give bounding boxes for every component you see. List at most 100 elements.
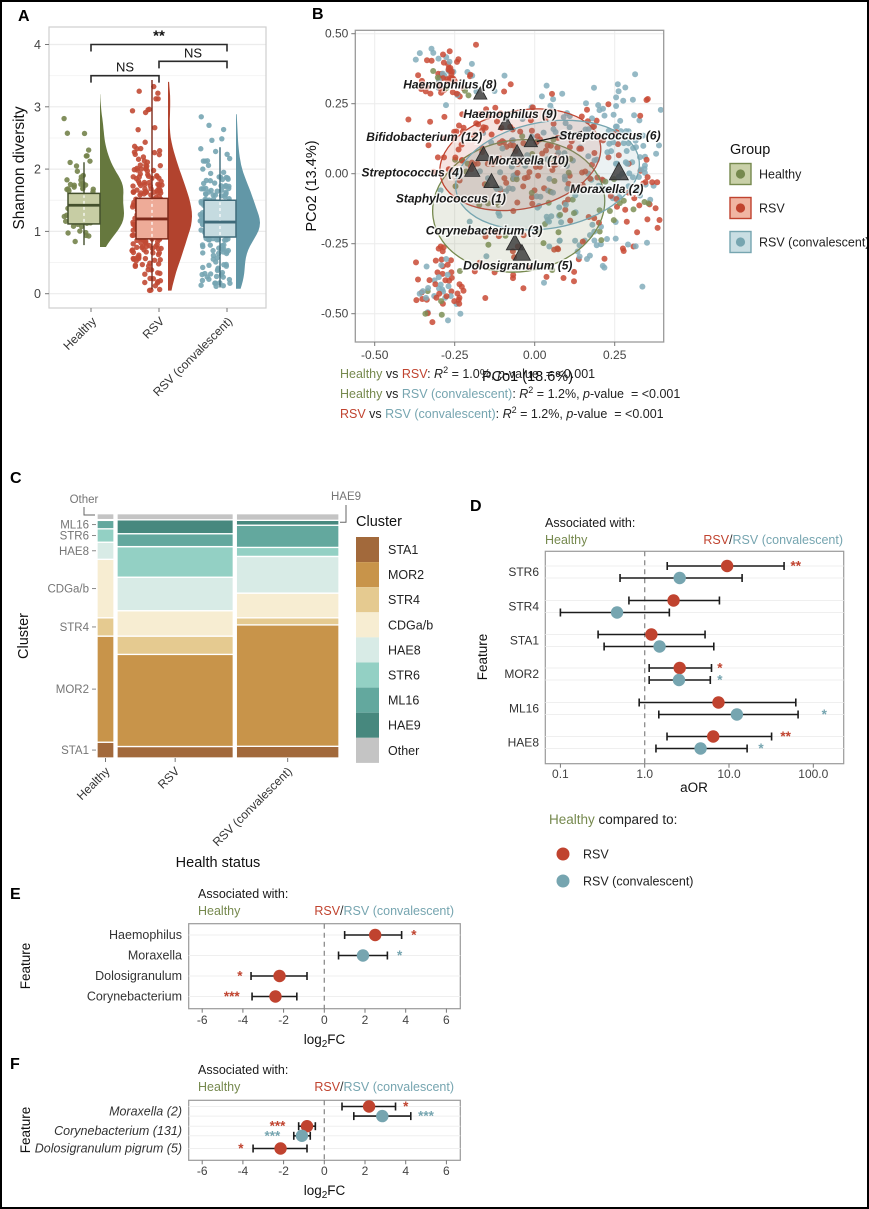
x-axis-title: aOR bbox=[680, 780, 708, 795]
data-point bbox=[443, 102, 449, 109]
data-point bbox=[600, 105, 606, 112]
data-point bbox=[225, 247, 232, 254]
data-point bbox=[544, 142, 551, 149]
data-point bbox=[653, 150, 660, 157]
data-point bbox=[529, 200, 536, 207]
data-point bbox=[134, 244, 140, 250]
data-point bbox=[199, 277, 206, 284]
data-point bbox=[593, 242, 600, 249]
data-point bbox=[551, 178, 558, 184]
sig-stars: * bbox=[411, 928, 417, 943]
data-point bbox=[630, 206, 637, 213]
x-tick-label: 6 bbox=[443, 1013, 450, 1027]
data-point bbox=[629, 96, 636, 103]
x-tick-label: -6 bbox=[197, 1164, 208, 1178]
data-point bbox=[61, 213, 67, 220]
legend-dot bbox=[556, 847, 570, 861]
data-point bbox=[535, 229, 542, 236]
data-point bbox=[438, 89, 445, 96]
x-tick-label: -4 bbox=[238, 1164, 249, 1178]
data-point bbox=[644, 216, 651, 223]
data-point bbox=[615, 141, 621, 148]
estimate-point-RSV bbox=[712, 696, 725, 709]
data-point bbox=[67, 159, 73, 166]
data-point bbox=[612, 235, 619, 242]
data-point bbox=[494, 229, 501, 236]
data-point bbox=[528, 194, 535, 201]
data-point bbox=[520, 183, 527, 190]
data-point bbox=[634, 229, 641, 236]
feature-label: HAE8 bbox=[508, 736, 540, 750]
data-point bbox=[454, 58, 460, 65]
header-rsv-groups: RSV/RSV (convalescent) bbox=[314, 1080, 454, 1094]
feature-label: ML16 bbox=[509, 702, 539, 716]
data-point bbox=[544, 156, 551, 163]
sig-label: NS bbox=[116, 60, 134, 75]
box bbox=[203, 199, 237, 238]
data-point bbox=[489, 160, 496, 167]
data-point bbox=[151, 149, 158, 156]
estimate-point-RSV bbox=[645, 628, 658, 641]
leader-line bbox=[536, 130, 583, 143]
centroid-triangle bbox=[508, 143, 526, 160]
data-point bbox=[615, 188, 621, 195]
data-point bbox=[423, 294, 429, 301]
legend-label: RSV bbox=[759, 202, 785, 216]
y-axis-title: Feature bbox=[18, 943, 33, 990]
data-point bbox=[503, 179, 510, 186]
data-point bbox=[448, 274, 455, 281]
data-point bbox=[437, 243, 444, 250]
data-point bbox=[434, 74, 441, 81]
legend-label: RSV (convalescent) bbox=[583, 875, 693, 889]
x-tick-label: 0 bbox=[321, 1013, 328, 1027]
seg-ML16-RSV bbox=[116, 533, 234, 548]
data-point bbox=[144, 159, 151, 165]
legend-label: STR4 bbox=[388, 593, 420, 607]
legend-title: Group bbox=[730, 142, 770, 158]
data-point bbox=[615, 88, 622, 95]
data-point bbox=[519, 116, 526, 122]
data-point bbox=[423, 84, 430, 91]
data-point bbox=[622, 84, 629, 91]
data-point bbox=[139, 261, 146, 268]
panel-label-f: F bbox=[10, 1056, 20, 1073]
centroid-triangle bbox=[483, 172, 500, 188]
x-tick-label: 0.25 bbox=[603, 348, 627, 362]
data-point bbox=[424, 57, 430, 64]
data-point bbox=[141, 179, 148, 186]
data-point bbox=[156, 185, 162, 192]
data-point bbox=[74, 168, 81, 174]
data-point bbox=[131, 149, 138, 155]
data-point bbox=[135, 126, 141, 133]
data-point bbox=[517, 128, 524, 135]
data-point bbox=[640, 132, 647, 139]
data-point bbox=[644, 239, 650, 246]
cluster-axis-label: STA1 bbox=[61, 745, 89, 757]
x-category-label: Healthy bbox=[60, 314, 99, 353]
data-point bbox=[142, 139, 148, 145]
data-point bbox=[446, 48, 453, 55]
data-point bbox=[64, 130, 71, 136]
data-point bbox=[85, 147, 92, 153]
legend-swatch-STR6 bbox=[356, 662, 379, 688]
data-point bbox=[543, 82, 550, 89]
data-point bbox=[562, 201, 569, 208]
legend-label: RSV (convalescent) bbox=[759, 236, 869, 250]
data-point bbox=[593, 117, 600, 124]
x-tick-label: -4 bbox=[238, 1013, 249, 1027]
data-point bbox=[564, 185, 571, 192]
centroid-label: Moraxella (2) bbox=[570, 182, 643, 196]
data-point bbox=[541, 279, 547, 286]
compare-legend: Healthy compared to: RSV RSV (convalescent… bbox=[549, 812, 693, 889]
data-point bbox=[471, 268, 478, 275]
group-ellipse-RSV bbox=[439, 108, 602, 212]
data-point bbox=[65, 230, 71, 236]
centroid-label: Moraxella (10) bbox=[489, 153, 569, 167]
data-point bbox=[207, 242, 214, 248]
data-point bbox=[571, 210, 577, 217]
data-point bbox=[508, 163, 515, 170]
data-point bbox=[591, 237, 598, 244]
y-axis-title: Cluster bbox=[16, 613, 32, 659]
data-point bbox=[589, 221, 596, 228]
